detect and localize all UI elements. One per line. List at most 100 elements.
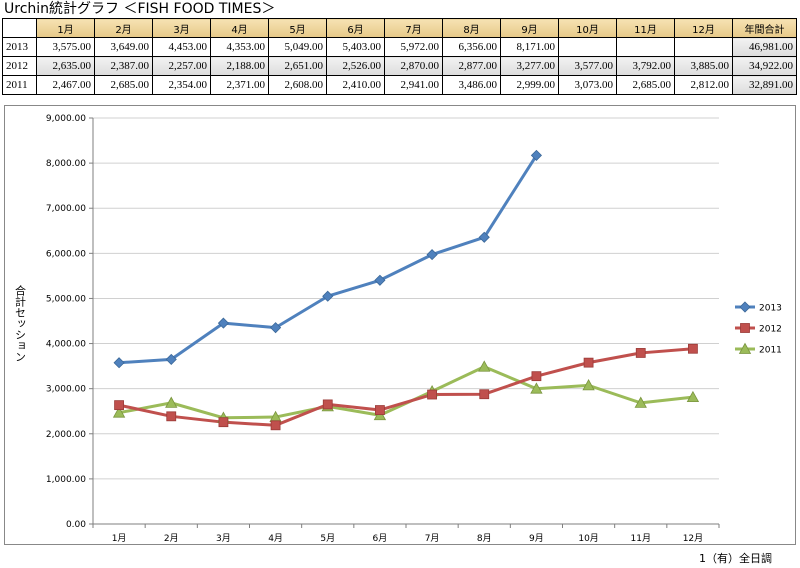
column-header: 8月 xyxy=(442,18,501,38)
marker-2011 xyxy=(634,396,647,408)
marker-2011 xyxy=(112,406,126,418)
line-chart: 0.00 1,000.00 2,000.00 3,000.00 4,000.00 5,00… xyxy=(14,114,782,544)
marker-2011 xyxy=(582,379,595,391)
marker-2013 xyxy=(426,249,438,261)
x-tick-label: 9月 xyxy=(529,533,544,544)
table-total-cell: 32,891.00 xyxy=(732,75,797,95)
x-tick-label: 7月 xyxy=(425,533,440,544)
y-tick-label: 2,000.00 xyxy=(46,430,86,440)
marker-2013 xyxy=(478,231,490,243)
table-cell: 2,635.00 xyxy=(36,56,95,76)
y-tick-label: 5,000.00 xyxy=(46,294,86,304)
series-line-2011 xyxy=(118,365,694,420)
marker-2013 xyxy=(113,357,125,369)
marker-2012 xyxy=(166,411,177,422)
table-cell: 2,188.00 xyxy=(210,56,269,76)
table-cell: 2,387.00 xyxy=(94,56,153,76)
table-cell: 5,403.00 xyxy=(326,37,385,57)
x-tick-label: 3月 xyxy=(216,533,231,544)
marker-2012 xyxy=(270,420,281,431)
marker-2013 xyxy=(217,317,229,329)
column-header: 3月 xyxy=(152,18,211,38)
table-cell: 2,608.00 xyxy=(268,75,327,95)
table-cell: 2,651.00 xyxy=(268,56,327,76)
series-line-2013 xyxy=(118,154,538,365)
table-cell: 5,049.00 xyxy=(268,37,327,57)
y-tick-label: 4,000.00 xyxy=(46,340,86,350)
table-corner-cell xyxy=(2,18,37,38)
y-tick-label: 1,000.00 xyxy=(46,475,86,485)
marker-2011 xyxy=(165,396,178,408)
table-cell xyxy=(674,37,733,57)
table-cell: 3,792.00 xyxy=(616,56,675,76)
table-cell: 2,941.00 xyxy=(384,75,443,95)
table-cell: 2,999.00 xyxy=(500,75,559,95)
x-tick-label: 2月 xyxy=(164,533,179,544)
marker-2012 xyxy=(218,417,229,428)
table-cell xyxy=(616,37,675,57)
y-tick-label: 0.00 xyxy=(66,520,86,530)
x-tick-label: 5月 xyxy=(320,533,335,544)
table-cell: 3,649.00 xyxy=(94,37,153,57)
marker-legend-2011 xyxy=(738,342,752,354)
table-total-cell: 34,922.00 xyxy=(732,56,797,76)
legend-label: 2011 xyxy=(759,346,782,356)
column-header: 1月 xyxy=(36,18,95,38)
column-header: 9月 xyxy=(500,18,559,38)
marker-2013 xyxy=(530,149,542,161)
column-header: 11月 xyxy=(616,18,675,38)
table-cell: 3,277.00 xyxy=(500,56,559,76)
marker-2011 xyxy=(530,382,543,394)
table-cell: 3,486.00 xyxy=(442,75,501,95)
marker-2012 xyxy=(375,405,385,415)
table-cell: 3,577.00 xyxy=(558,56,617,76)
x-tick-label: 8月 xyxy=(477,533,492,544)
legend-label: 2012 xyxy=(759,325,782,335)
column-header: 6月 xyxy=(326,18,385,38)
table-cell: 3,073.00 xyxy=(558,75,617,95)
table-row: 2012 2,635.00 2,387.00 2,257.00 2,188.00 2,65… xyxy=(2,56,797,76)
row-year-label: 2011 xyxy=(2,75,37,95)
table-cell xyxy=(558,37,617,57)
table-cell: 4,453.00 xyxy=(152,37,211,57)
table-cell: 8,171.00 xyxy=(500,37,559,57)
data-table: 1月 2月 3月 4月 5月 6月 7月 8月 9月 10月 11月 12月 年… xyxy=(2,18,797,95)
column-header-total: 年間合計 xyxy=(732,18,797,38)
table-cell: 2,410.00 xyxy=(326,75,385,95)
column-header: 10月 xyxy=(558,18,617,38)
row-year-label: 2012 xyxy=(2,56,37,76)
table-cell: 2,685.00 xyxy=(94,75,153,95)
marker-2012 xyxy=(479,389,490,400)
marker-legend-2012 xyxy=(740,323,750,333)
marker-legend-2013 xyxy=(739,301,751,313)
x-tick-label: 11月 xyxy=(631,533,651,544)
x-tick-label: 12月 xyxy=(683,533,703,544)
table-cell: 2,467.00 xyxy=(36,75,95,95)
table-total-cell: 46,981.00 xyxy=(732,37,797,57)
table-cell: 2,812.00 xyxy=(674,75,733,95)
marker-2013 xyxy=(270,322,282,334)
table-cell: 3,575.00 xyxy=(36,37,95,57)
marker-2013 xyxy=(165,353,177,365)
y-tick-label: 7,000.00 xyxy=(46,204,86,214)
column-header: 7月 xyxy=(384,18,443,38)
table-cell: 2,354.00 xyxy=(152,75,211,95)
table-cell: 2,257.00 xyxy=(152,56,211,76)
marker-2012 xyxy=(322,399,333,410)
x-tick-label: 6月 xyxy=(373,533,388,544)
series-line-2012 xyxy=(118,347,694,427)
table-row: 2013 3,575.00 3,649.00 4,453.00 4,353.00 5,04… xyxy=(2,37,797,57)
marker-2013 xyxy=(322,290,334,302)
x-tick-label: 4月 xyxy=(268,533,283,544)
table-row: 2011 2,467.00 2,685.00 2,354.00 2,371.00 2,60… xyxy=(2,75,797,95)
footer-note: 1（有）全日調 xyxy=(699,552,772,565)
page-title: Urchin統計グラフ ＜FISH FOOD TIMES＞ xyxy=(4,1,276,17)
marker-2012 xyxy=(583,357,594,368)
table-cell: 5,972.00 xyxy=(384,37,443,57)
legend-label: 2013 xyxy=(759,304,782,314)
y-axis-title: 合計セッション xyxy=(14,284,27,362)
table-cell: 2,877.00 xyxy=(442,56,501,76)
table-cell: 2,526.00 xyxy=(326,56,385,76)
marker-2011 xyxy=(686,390,700,403)
x-tick-label: 1月 xyxy=(112,533,127,544)
